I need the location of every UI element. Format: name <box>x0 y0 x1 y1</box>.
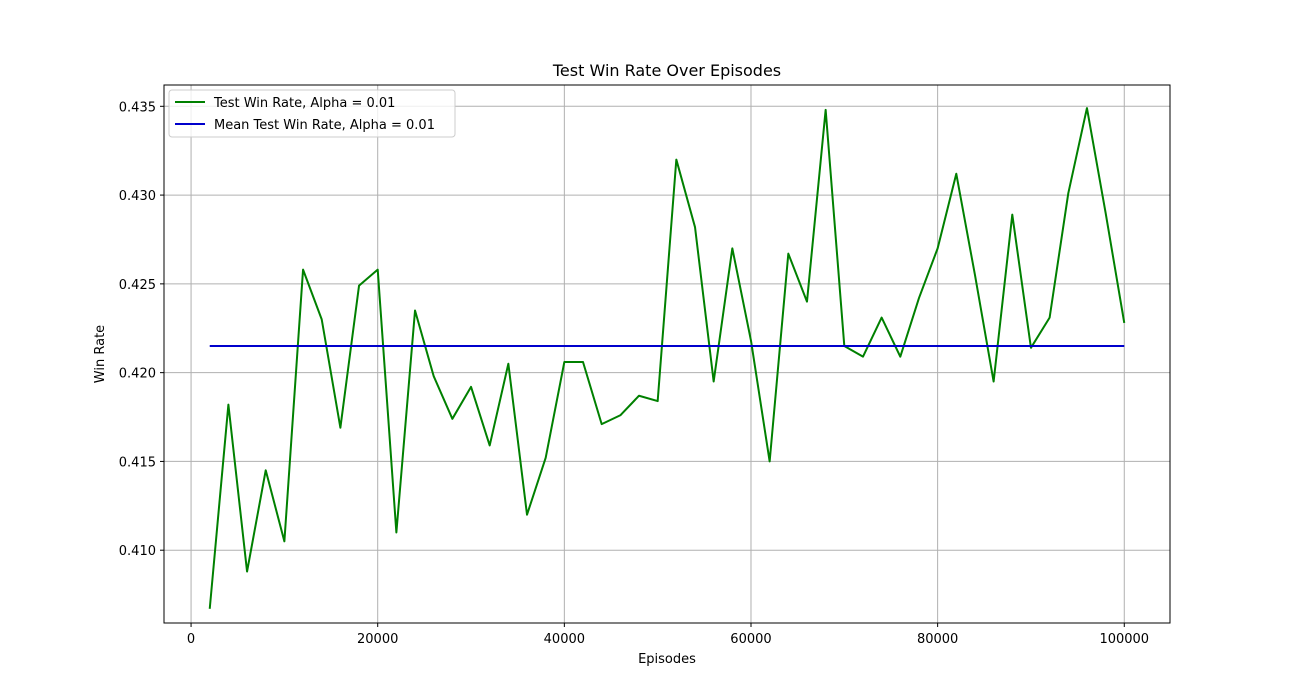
x-tick-label: 20000 <box>357 632 398 647</box>
y-tick-label: 0.430 <box>119 189 156 204</box>
y-tick-label: 0.415 <box>119 455 156 470</box>
legend-box <box>168 89 456 138</box>
y-tick-label: 0.425 <box>119 278 156 293</box>
legend-label-mean-test-win-rate: Mean Test Win Rate, Alpha = 0.01 <box>214 118 435 133</box>
x-axis-label: Episodes <box>638 652 696 667</box>
x-tick-label: 0 <box>187 632 195 647</box>
y-axis-label: Win Rate <box>93 325 108 383</box>
y-tick-label: 0.420 <box>119 367 156 382</box>
x-axis: 0 20000 40000 60000 80000 100000 <box>187 623 1149 647</box>
x-tick-label: 80000 <box>917 632 958 647</box>
x-tick-label: 60000 <box>730 632 771 647</box>
chart-title: Test Win Rate Over Episodes <box>552 61 781 80</box>
series-layer <box>208 107 1126 609</box>
y-tick-label: 0.410 <box>119 544 156 559</box>
test-win-rate-line <box>208 107 1126 609</box>
x-tick-label: 40000 <box>544 632 585 647</box>
plot-area-frame <box>163 84 1171 624</box>
y-axis: 0.410 0.415 0.420 0.425 0.430 0.435 <box>119 100 164 559</box>
x-tick-label: 100000 <box>1099 632 1149 647</box>
legend-label-test-win-rate: Test Win Rate, Alpha = 0.01 <box>213 96 395 111</box>
legend: Test Win Rate, Alpha = 0.01 Mean Test Wi… <box>168 89 456 138</box>
y-tick-label: 0.435 <box>119 100 156 115</box>
